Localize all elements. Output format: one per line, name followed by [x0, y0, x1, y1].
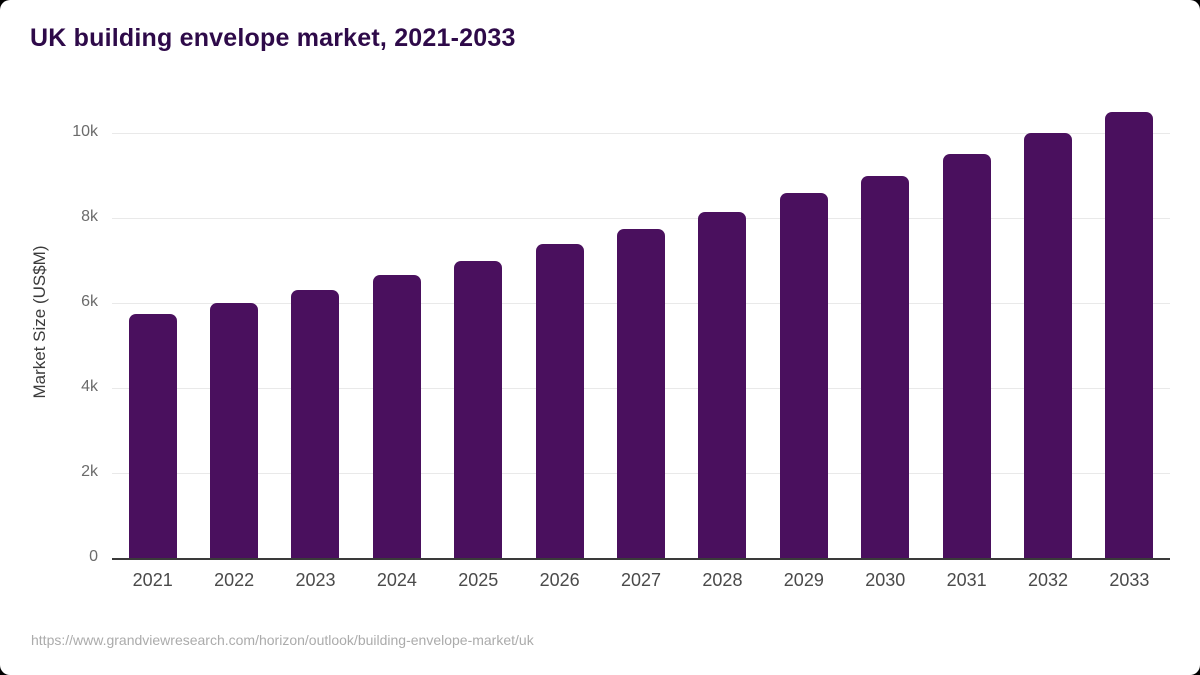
bar-2033[interactable] [1105, 111, 1154, 558]
bar-2032[interactable] [1023, 133, 1072, 558]
bar-2024[interactable] [372, 275, 421, 558]
ytick-10k: 10k [72, 123, 98, 140]
xtick-2026: 2026 [539, 570, 580, 590]
bar-slot-2027 [600, 108, 681, 558]
bar-2022[interactable] [210, 303, 259, 558]
xtick-2028: 2028 [702, 570, 743, 590]
bar-slot-2025 [438, 108, 519, 558]
xtick-2027: 2027 [621, 570, 662, 590]
xtick-2025: 2025 [458, 570, 499, 590]
bar-slot-2031 [926, 108, 1007, 558]
chart-title: UK building envelope market, 2021-2033 [30, 24, 516, 52]
xtick-2033: 2033 [1109, 570, 1150, 590]
plot-area: 0 2k 4k 6k 8k 10k [72, 108, 1170, 565]
xtick-2029: 2029 [783, 570, 824, 590]
bar-slot-2024 [356, 108, 437, 558]
bar-2030[interactable] [861, 175, 910, 558]
y-axis-title: Market Size (US$M) [30, 245, 49, 399]
bars-container [112, 108, 1170, 558]
bar-2026[interactable] [535, 243, 584, 558]
bar-slot-2023 [275, 108, 356, 558]
bar-2028[interactable] [698, 211, 747, 558]
bar-slot-2022 [193, 108, 274, 558]
ytick-8k: 8k [81, 208, 98, 225]
xtick-2024: 2024 [376, 570, 417, 590]
bar-slot-2032 [1007, 108, 1088, 558]
x-axis-labels: 2021 2022 2023 2024 2025 2026 2027 2028 2029 2030… [112, 570, 1170, 591]
bar-2025[interactable] [454, 260, 503, 558]
xtick-2021: 2021 [132, 570, 173, 590]
bar-slot-2026 [519, 108, 600, 558]
bar-2023[interactable] [291, 290, 340, 558]
bar-slot-2033 [1089, 108, 1170, 558]
bar-slot-2028 [682, 108, 763, 558]
bar-slot-2030 [845, 108, 926, 558]
ytick-4k: 4k [81, 378, 98, 395]
gridline-10k [112, 133, 1170, 134]
bar-2031[interactable] [942, 154, 991, 558]
xtick-2023: 2023 [295, 570, 336, 590]
ytick-6k: 6k [81, 293, 98, 310]
xtick-2031: 2031 [946, 570, 987, 590]
bar-2029[interactable] [779, 192, 828, 558]
ytick-0: 0 [89, 548, 98, 565]
xtick-2030: 2030 [865, 570, 906, 590]
source-url: https://www.grandviewresearch.com/horizo… [31, 632, 534, 648]
bar-slot-2029 [763, 108, 844, 558]
bar-2021[interactable] [128, 313, 177, 558]
bar-slot-2021 [112, 108, 193, 558]
ytick-2k: 2k [81, 463, 98, 480]
gridline-8k [112, 218, 1170, 219]
xtick-2022: 2022 [214, 570, 255, 590]
bar-2027[interactable] [617, 228, 666, 558]
xtick-2032: 2032 [1027, 570, 1069, 590]
